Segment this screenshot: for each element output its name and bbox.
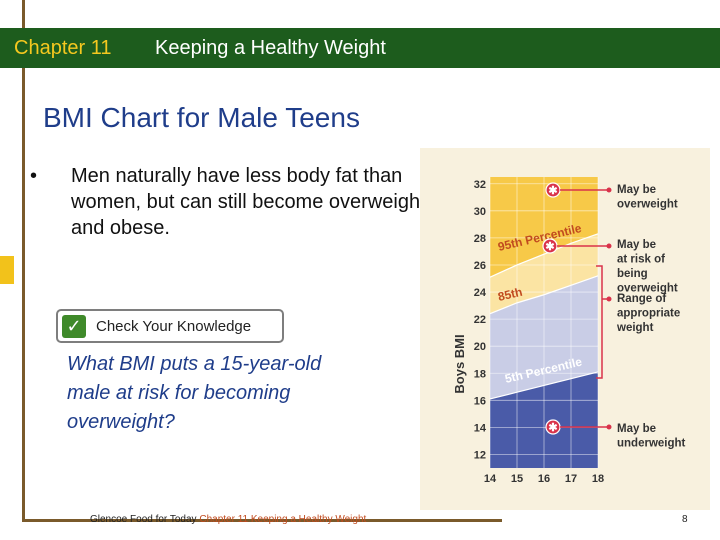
bmi-chart: 95th Percentile 85th 5th Percentile 12 14 16… (420, 148, 710, 510)
y-tick-label: 18 (474, 368, 486, 380)
side-marker (0, 256, 14, 284)
x-tick-label: 16 (538, 473, 550, 485)
footer-source-highlight: Chapter 11 Keeping a Healthy Weight (199, 514, 367, 525)
overweight-pointer-dot (606, 187, 612, 193)
footer-source-prefix: Glencoe Food for Today (90, 514, 197, 525)
underweight-pointer-dot (606, 424, 612, 430)
legend-at-risk: May be at risk of being overweight (617, 239, 678, 295)
checkmark-icon: ✓ (62, 315, 86, 338)
slide-title: BMI Chart for Male Teens (43, 102, 360, 133)
chapter-label: Chapter 11 (14, 37, 112, 59)
left-rule (22, 0, 25, 522)
x-tick-label: 17 (565, 473, 577, 485)
series-line-5th (489, 371, 599, 400)
bullet-text: Men naturally have less body fat than wo… (71, 165, 426, 239)
title-bar: Chapter 11 Keeping a Healthy Weight (0, 28, 720, 68)
page-number: 8 (682, 514, 688, 525)
at-risk-marker-icon: ✱ (545, 241, 554, 253)
y-tick-label: 16 (474, 395, 486, 407)
percentile-label-85th: 85th (497, 285, 524, 304)
series-line-85th (489, 275, 599, 315)
bottom-rule (22, 519, 502, 522)
y-tick-label: 26 (474, 260, 486, 272)
legend-overweight: May be overweight (617, 184, 678, 211)
legend-underweight: May be underweight (617, 423, 686, 450)
question-text: What BMI puts a 15-year-old male at risk… (67, 353, 322, 433)
y-tick-label: 24 (474, 287, 487, 299)
underweight-marker-icon: ✱ (548, 422, 557, 434)
chapter-title: Keeping a Healthy Weight (155, 37, 386, 59)
y-tick-label: 30 (474, 206, 486, 218)
appropriate-bracket (596, 265, 603, 379)
x-tick-label: 18 (592, 473, 604, 485)
y-tick-label: 12 (474, 449, 486, 461)
y-tick-label: 14 (474, 422, 487, 434)
legend-appropriate: Range of appropriate weight (616, 293, 680, 334)
series-line-95th (489, 233, 599, 278)
overweight-marker-icon: ✱ (548, 185, 557, 197)
x-tick-label: 14 (484, 473, 497, 485)
check-knowledge-label: Check Your Knowledge (96, 318, 252, 335)
at-risk-pointer-dot (606, 243, 612, 249)
bullet-dot-icon: • (30, 165, 38, 187)
y-tick-label: 22 (474, 314, 486, 326)
x-tick-label: 15 (511, 473, 523, 485)
y-axis-label: Boys BMI (452, 334, 467, 393)
y-tick-label: 28 (474, 233, 486, 245)
appropriate-pointer-dot (606, 296, 612, 302)
check-knowledge-button[interactable]: ✓ Check Your Knowledge (56, 309, 284, 343)
y-tick-label: 20 (474, 341, 486, 353)
footer-source: Glencoe Food for Today Chapter 11 Keepin… (90, 514, 366, 525)
y-tick-label: 32 (474, 179, 486, 191)
